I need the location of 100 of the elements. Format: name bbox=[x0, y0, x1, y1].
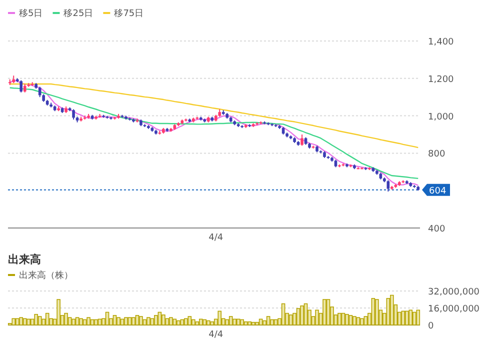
bar bbox=[198, 318, 203, 326]
candlestick bbox=[20, 80, 23, 93]
bar bbox=[34, 314, 38, 326]
bar bbox=[86, 317, 90, 326]
candlestick bbox=[72, 108, 75, 120]
bar bbox=[352, 316, 356, 326]
bar bbox=[79, 318, 83, 326]
bar bbox=[390, 294, 394, 326]
bar bbox=[408, 310, 413, 326]
bar bbox=[116, 317, 120, 326]
bar bbox=[232, 318, 236, 326]
bar bbox=[274, 319, 278, 326]
ref-line-label: 604 bbox=[429, 186, 446, 196]
bar bbox=[195, 321, 200, 326]
bar bbox=[94, 319, 98, 326]
bar bbox=[112, 315, 117, 326]
y-tick-label: 1,200 bbox=[428, 74, 454, 85]
bar bbox=[75, 317, 80, 326]
bar bbox=[188, 316, 192, 326]
legend-label: 移75日 bbox=[114, 8, 144, 19]
y-tick-label: 1,000 bbox=[428, 112, 454, 122]
y-tick-label: 16,000,000 bbox=[428, 304, 480, 314]
bar bbox=[56, 299, 60, 326]
y-tick-label: 0 bbox=[428, 322, 434, 332]
bar bbox=[124, 317, 128, 326]
bar bbox=[192, 319, 196, 326]
bar bbox=[236, 318, 240, 326]
bar bbox=[375, 299, 379, 326]
bar bbox=[270, 319, 274, 326]
x-tick-label: 4/4 bbox=[208, 233, 224, 243]
bar bbox=[82, 319, 87, 326]
bar bbox=[176, 320, 180, 326]
bar bbox=[255, 322, 259, 326]
bar bbox=[360, 318, 364, 326]
bar bbox=[225, 319, 230, 326]
bar bbox=[105, 312, 110, 326]
legend-label: 移25日 bbox=[64, 8, 94, 19]
bar bbox=[345, 314, 349, 326]
bar bbox=[38, 316, 42, 326]
bar bbox=[15, 318, 20, 326]
bar bbox=[202, 319, 207, 326]
bar bbox=[68, 317, 72, 326]
bar bbox=[72, 318, 76, 326]
bar bbox=[341, 312, 346, 326]
bar bbox=[154, 315, 158, 326]
bar bbox=[12, 318, 16, 326]
bar bbox=[135, 315, 140, 326]
bar bbox=[45, 312, 50, 326]
y-tick-label: 32,000,000 bbox=[428, 288, 480, 298]
bar bbox=[158, 312, 162, 326]
y-tick-label: 1,400 bbox=[428, 38, 454, 48]
bar bbox=[338, 312, 342, 326]
bar bbox=[386, 298, 390, 326]
bar bbox=[266, 316, 270, 326]
bar bbox=[98, 318, 102, 326]
bar bbox=[416, 310, 420, 326]
bar bbox=[412, 312, 416, 326]
bar bbox=[206, 320, 210, 326]
chart-title: 出来高 bbox=[8, 253, 41, 266]
bar bbox=[19, 317, 24, 326]
bar bbox=[165, 318, 170, 326]
bar bbox=[251, 322, 256, 326]
bar bbox=[364, 316, 368, 326]
bar bbox=[281, 303, 286, 326]
bar bbox=[146, 317, 150, 326]
bar bbox=[139, 316, 143, 326]
bar bbox=[288, 314, 293, 326]
bar bbox=[348, 315, 353, 326]
bar bbox=[262, 320, 266, 326]
bar bbox=[180, 319, 184, 326]
legend-label: 移5日 bbox=[19, 8, 43, 19]
line-series bbox=[9, 83, 419, 148]
bar bbox=[26, 318, 30, 326]
bar bbox=[304, 303, 308, 326]
x-tick-label: 4/4 bbox=[208, 330, 224, 340]
bar bbox=[162, 314, 166, 326]
bar bbox=[371, 298, 376, 326]
bar bbox=[404, 310, 409, 326]
bar bbox=[244, 321, 248, 326]
bar bbox=[184, 318, 188, 326]
bar bbox=[169, 317, 173, 326]
bar bbox=[128, 317, 132, 326]
bar bbox=[90, 319, 94, 326]
bar bbox=[22, 318, 27, 326]
bar bbox=[120, 318, 124, 326]
bar bbox=[64, 312, 68, 326]
bar bbox=[258, 318, 263, 326]
bar bbox=[401, 310, 406, 326]
bar bbox=[300, 305, 304, 326]
bar bbox=[172, 318, 177, 326]
bar bbox=[240, 319, 244, 326]
legend-label: 出来高（株） bbox=[19, 270, 73, 281]
bar bbox=[296, 308, 300, 326]
y-tick-label: 800 bbox=[428, 150, 446, 160]
bar bbox=[228, 316, 233, 326]
bar bbox=[248, 321, 252, 326]
candlestick bbox=[300, 134, 304, 146]
bar bbox=[315, 310, 319, 326]
bar bbox=[142, 319, 147, 326]
bar bbox=[132, 317, 136, 326]
